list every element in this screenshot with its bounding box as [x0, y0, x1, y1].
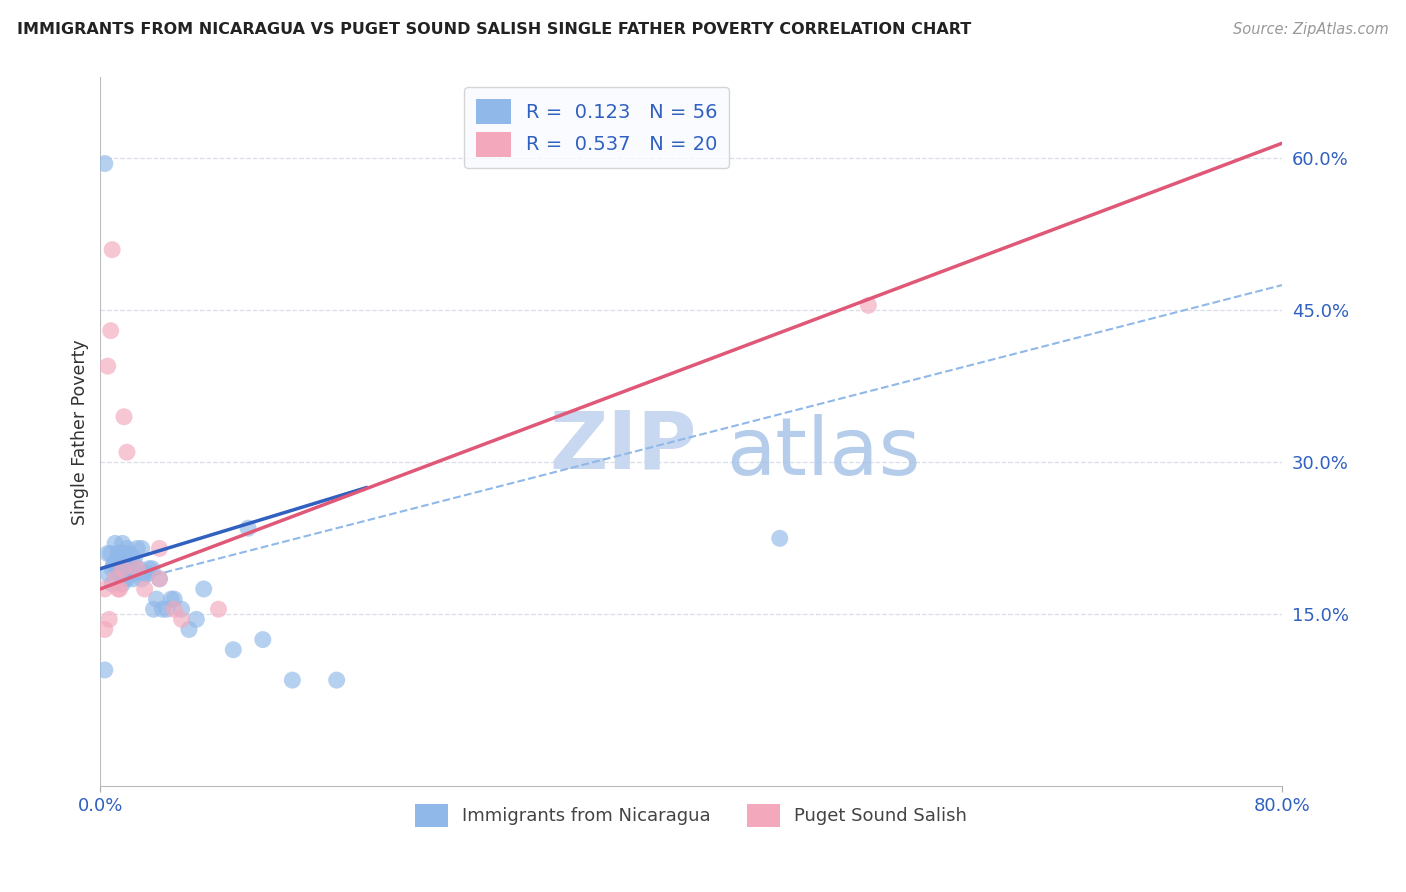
Point — [128, 562, 150, 576]
Point — [115, 445, 138, 459]
Point — [156, 602, 179, 616]
Point — [112, 409, 135, 424]
Point — [141, 562, 163, 576]
Point — [163, 602, 186, 616]
Point — [163, 592, 186, 607]
Y-axis label: Single Father Poverty: Single Father Poverty — [72, 339, 89, 524]
Point — [186, 612, 208, 626]
Point — [108, 582, 131, 596]
Point — [97, 566, 120, 581]
Point — [115, 541, 138, 556]
Point — [148, 541, 170, 556]
Point — [114, 566, 136, 581]
Point — [112, 557, 135, 571]
Point — [107, 582, 129, 596]
Text: ZIP: ZIP — [550, 407, 696, 485]
Point — [115, 572, 138, 586]
Point — [281, 673, 304, 687]
Point — [103, 557, 125, 571]
Point — [114, 547, 136, 561]
Point — [111, 536, 134, 550]
Point — [170, 602, 193, 616]
Point — [101, 577, 124, 591]
Point — [117, 551, 139, 566]
Point — [138, 562, 160, 576]
Point — [111, 562, 134, 576]
Point — [111, 577, 134, 591]
Point — [101, 243, 124, 257]
Point — [236, 521, 259, 535]
Point — [207, 602, 229, 616]
Point — [94, 156, 117, 170]
Point — [325, 673, 347, 687]
Point — [115, 557, 138, 571]
Point — [97, 359, 120, 373]
Point — [121, 557, 143, 571]
Point — [193, 582, 215, 596]
Point — [127, 562, 149, 576]
Point — [100, 547, 122, 561]
Point — [160, 592, 183, 607]
Point — [252, 632, 274, 647]
Legend: Immigrants from Nicaragua, Puget Sound Salish: Immigrants from Nicaragua, Puget Sound S… — [408, 797, 974, 834]
Point — [104, 572, 127, 586]
Point — [150, 602, 173, 616]
Point — [108, 547, 131, 561]
Point — [111, 566, 134, 581]
Point — [100, 324, 122, 338]
Text: atlas: atlas — [727, 414, 921, 492]
Point — [170, 612, 193, 626]
Point — [858, 298, 880, 312]
Point — [142, 602, 165, 616]
Point — [117, 562, 139, 576]
Point — [118, 566, 141, 581]
Point — [108, 566, 131, 581]
Point — [118, 547, 141, 561]
Point — [94, 663, 117, 677]
Point — [127, 541, 149, 556]
Point — [107, 562, 129, 576]
Point — [134, 582, 156, 596]
Point — [134, 566, 156, 581]
Point — [101, 562, 124, 576]
Point — [769, 531, 792, 545]
Text: Source: ZipAtlas.com: Source: ZipAtlas.com — [1233, 22, 1389, 37]
Point — [94, 623, 117, 637]
Point — [145, 592, 167, 607]
Point — [136, 566, 159, 581]
Point — [104, 557, 127, 571]
Point — [148, 572, 170, 586]
Point — [107, 547, 129, 561]
Point — [131, 541, 153, 556]
Point — [98, 612, 121, 626]
Point — [104, 536, 127, 550]
Point — [97, 547, 120, 561]
Point — [148, 572, 170, 586]
Point — [131, 572, 153, 586]
Point — [121, 572, 143, 586]
Point — [177, 623, 200, 637]
Point — [222, 642, 245, 657]
Text: IMMIGRANTS FROM NICARAGUA VS PUGET SOUND SALISH SINGLE FATHER POVERTY CORRELATIO: IMMIGRANTS FROM NICARAGUA VS PUGET SOUND… — [17, 22, 972, 37]
Point — [94, 582, 117, 596]
Point — [124, 551, 146, 566]
Point — [111, 547, 134, 561]
